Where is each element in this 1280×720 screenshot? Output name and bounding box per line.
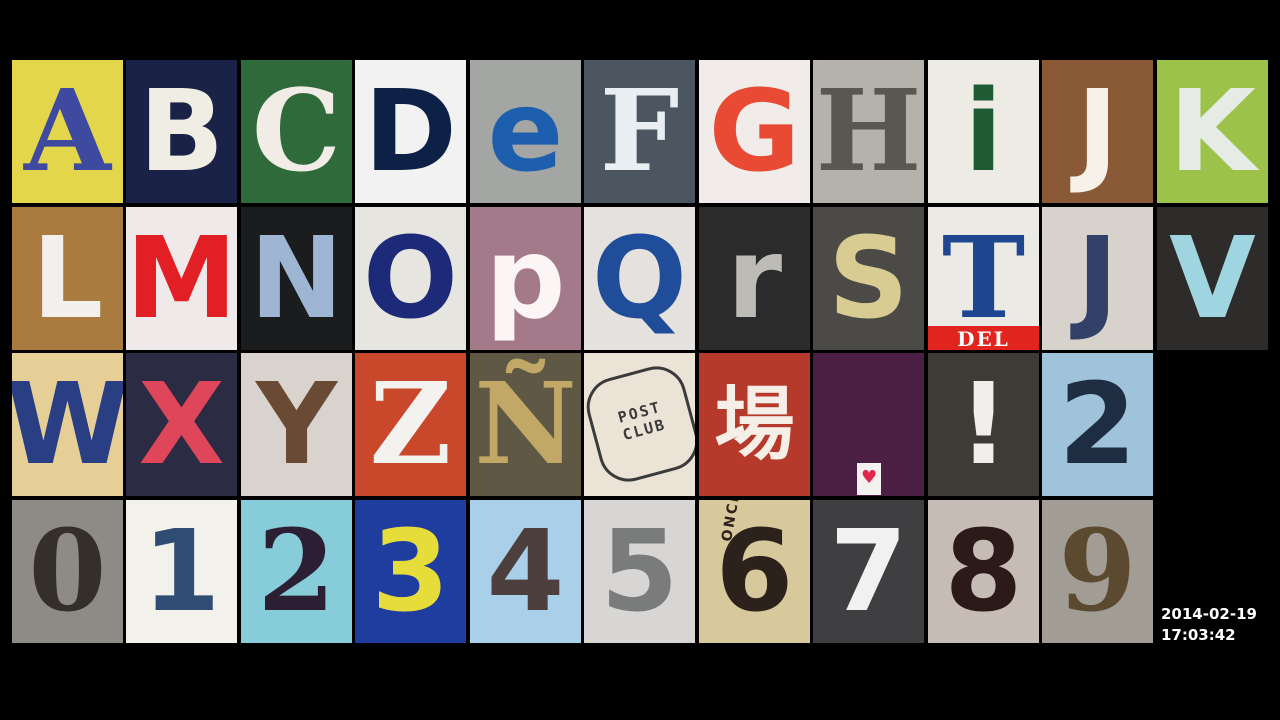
letter-D-tile: D bbox=[355, 60, 466, 203]
tile-glyph: V bbox=[1169, 213, 1256, 344]
heart-card-tile bbox=[813, 353, 924, 496]
tile-glyph: p bbox=[485, 213, 566, 344]
tile-glyph: F bbox=[599, 65, 680, 197]
tile-glyph: D bbox=[364, 66, 457, 197]
tile-glyph: 3 bbox=[371, 506, 450, 637]
tile-glyph: 4 bbox=[486, 506, 565, 637]
letter-M-tile: M bbox=[126, 207, 237, 350]
tile-glyph: Y bbox=[255, 359, 338, 490]
timestamp-time: 17:03:42 bbox=[1161, 626, 1236, 644]
tile-glyph: 5 bbox=[600, 506, 679, 637]
digit-9-tile: 9 bbox=[1042, 500, 1153, 643]
tile-glyph: C bbox=[251, 65, 342, 197]
tile-glyph: 8 bbox=[944, 506, 1023, 637]
tile-glyph: X bbox=[138, 359, 225, 490]
tile-glyph: O bbox=[362, 213, 459, 344]
letter-Z-tile: Z bbox=[355, 353, 466, 496]
tile-glyph: B bbox=[138, 66, 225, 197]
digit-7-tile: 7 bbox=[813, 500, 924, 643]
tile-glyph: 0 bbox=[28, 505, 107, 637]
letter-T-tile: T DEL bbox=[928, 207, 1039, 350]
tile-glyph: ! bbox=[957, 359, 1010, 490]
tile-glyph: M bbox=[126, 213, 237, 344]
tile-glyph: r bbox=[726, 213, 783, 344]
tile-glyph: 場 bbox=[714, 377, 795, 471]
number-2-script-tile: 2 bbox=[1042, 353, 1153, 496]
tile-glyph: J bbox=[1076, 66, 1119, 197]
letter-J-tile: J bbox=[1042, 60, 1153, 203]
tile-glyph: L bbox=[31, 213, 104, 344]
letter-G-tile: G bbox=[699, 60, 810, 203]
letter-O-tile: O bbox=[355, 207, 466, 350]
letter-F-tile: F bbox=[584, 60, 695, 203]
letter-p-tile: p bbox=[470, 207, 581, 350]
letter-N-tile: N bbox=[241, 207, 352, 350]
tile-glyph: 2 bbox=[257, 505, 336, 637]
digit-1-tile: 1 bbox=[126, 500, 237, 643]
letter-A-tile: A bbox=[12, 60, 123, 203]
letter-Y-tile: Y bbox=[241, 353, 352, 496]
letter-K-tile: K bbox=[1157, 60, 1268, 203]
tile-glyph: i bbox=[964, 66, 1003, 197]
tile-glyph: Z bbox=[369, 358, 452, 490]
heart-icon bbox=[857, 463, 881, 495]
letter-S-tile: S bbox=[813, 207, 924, 350]
tile-glyph: Ñ bbox=[474, 358, 577, 490]
letter-i-tile: i bbox=[928, 60, 1039, 203]
tile-glyph: 1 bbox=[142, 506, 221, 637]
tile-glyph: A bbox=[24, 65, 111, 197]
letter-L-tile: L bbox=[12, 207, 123, 350]
tile-glyph: e bbox=[487, 66, 564, 197]
exclamation-tile: ! bbox=[928, 353, 1039, 496]
letter-H-tile: H bbox=[813, 60, 924, 203]
digit-3-tile: 3 bbox=[355, 500, 466, 643]
letter-r-tile: r bbox=[699, 207, 810, 350]
letter-U-tile: J bbox=[1042, 207, 1153, 350]
letter-X-tile: X bbox=[126, 353, 237, 496]
tile-glyph: T bbox=[941, 212, 1026, 344]
letter-C-tile: C bbox=[241, 60, 352, 203]
letter-B-tile: B bbox=[126, 60, 237, 203]
tile-subtext: DEL bbox=[928, 326, 1039, 350]
tile-glyph: G bbox=[708, 66, 801, 197]
tile-glyph: 6 bbox=[715, 506, 794, 637]
letter-N-tilde-tile: Ñ bbox=[470, 353, 581, 496]
letter-Q-tile: Q bbox=[584, 207, 695, 350]
digit-6-tile: 6 ONCE bbox=[699, 500, 810, 643]
tile-glyph: 7 bbox=[829, 506, 908, 637]
digit-2-tile: 2 bbox=[241, 500, 352, 643]
post-club-tile: POST CLUB bbox=[584, 353, 695, 496]
tile-glyph: W bbox=[12, 359, 123, 490]
tile-glyph: J bbox=[1076, 213, 1119, 344]
tile-glyph: 2 bbox=[1058, 359, 1137, 490]
letter-e-tile: e bbox=[470, 60, 581, 203]
digit-0-tile: 0 bbox=[12, 500, 123, 643]
tile-glyph: 9 bbox=[1058, 505, 1137, 637]
tile-glyph: K bbox=[1169, 66, 1256, 197]
digit-4-tile: 4 bbox=[470, 500, 581, 643]
timestamp-overlay: 2014-02-19 17:03:42 bbox=[1161, 604, 1257, 646]
tile-glyph: S bbox=[828, 213, 909, 344]
digit-8-tile: 8 bbox=[928, 500, 1039, 643]
chinese-character-tile: 場 bbox=[699, 353, 810, 496]
tile-glyph: N bbox=[249, 213, 344, 344]
letter-V-tile: V bbox=[1157, 207, 1268, 350]
tile-glyph: Q bbox=[591, 213, 688, 344]
timestamp-date: 2014-02-19 bbox=[1161, 605, 1257, 623]
letter-W-tile: W bbox=[12, 353, 123, 496]
digit-5-tile: 5 bbox=[584, 500, 695, 643]
tile-glyph: H bbox=[815, 65, 922, 197]
